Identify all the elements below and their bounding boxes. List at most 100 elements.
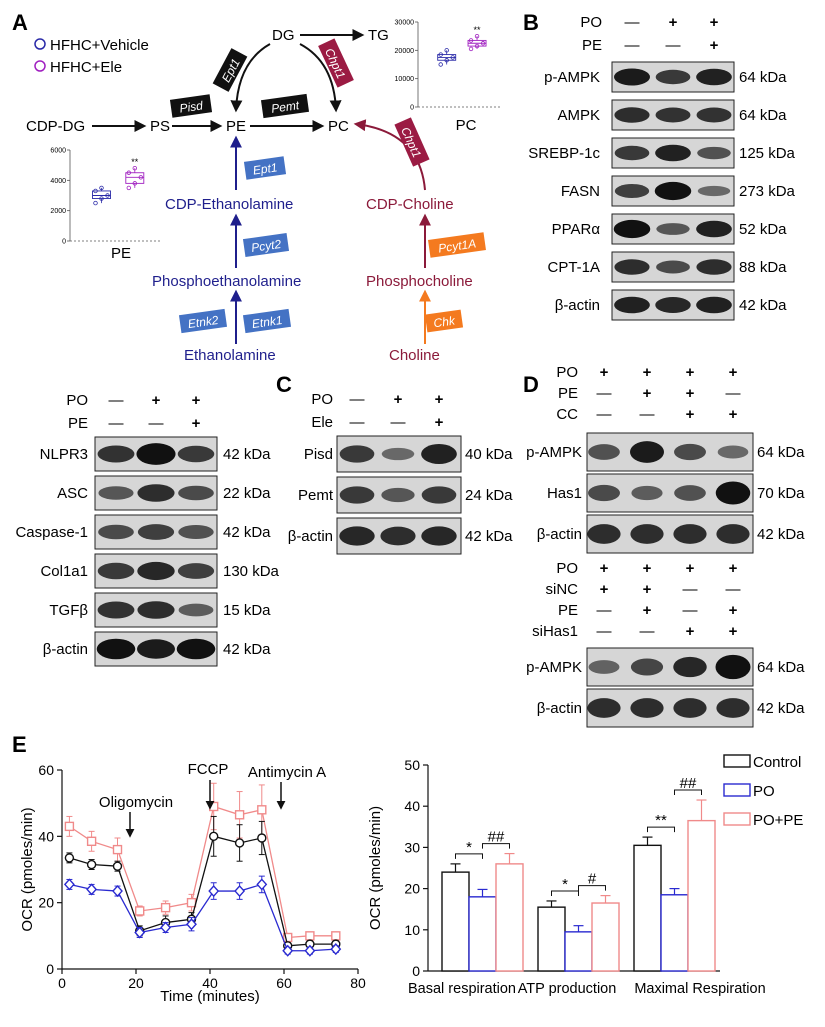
line-y-axis-label: OCR (pmoles/min) [19, 807, 36, 931]
mini-tick-label: 2000 [50, 208, 66, 215]
blot-band [696, 296, 732, 314]
blot-kda: 42 kDa [223, 524, 271, 541]
blot-band [655, 296, 691, 314]
blot-band [176, 638, 216, 660]
line-y-tick-label: 20 [38, 895, 54, 911]
condition-sign: — [149, 415, 164, 432]
blot-band [696, 220, 732, 238]
significance-bracket [578, 885, 606, 891]
condition-sign: + [643, 364, 652, 381]
bar [468, 896, 497, 972]
node-pc: PC [328, 118, 349, 135]
blot-band [136, 443, 176, 465]
enzyme-pemt: Pemt [260, 93, 310, 119]
bar-legend-swatch [723, 783, 751, 797]
condition-sign: + [686, 623, 695, 640]
line-y-tick-label: 40 [38, 828, 54, 844]
mini-tick-label: 0 [62, 239, 66, 246]
mini-point [468, 46, 474, 52]
condition-sign: — [640, 623, 655, 640]
blot-band [137, 601, 175, 619]
blot-band [630, 441, 664, 463]
legend-marker-ele [34, 60, 46, 72]
line-point [282, 944, 294, 957]
blot-band [696, 68, 732, 86]
blot-band [178, 485, 214, 501]
bar-category-label: Maximal Respiration [634, 981, 765, 997]
svg-text:Pcyt1A: Pcyt1A [437, 236, 477, 255]
bar [564, 931, 593, 972]
mini-point [132, 165, 137, 171]
line-point [160, 902, 171, 913]
blot-band [380, 526, 416, 546]
panel-c: C PO — + + Ele — — + Pisd 40 kDa Pemt 24 kDa β-actin 4… [276, 372, 513, 555]
condition-label: PO [66, 392, 88, 409]
blot-band [715, 481, 751, 505]
blot-band [614, 184, 650, 198]
bar [441, 871, 470, 972]
mini-point [444, 58, 449, 63]
enzyme-pisd: Pisd [169, 94, 213, 118]
panel-label-a: A [12, 10, 28, 35]
bar-legend-label: PO+PE [753, 812, 803, 829]
blot-band [715, 654, 751, 680]
blot-label: AMPK [557, 107, 600, 124]
line-point [160, 921, 172, 934]
blot-band [631, 485, 663, 501]
significance-mark: ** [655, 812, 667, 829]
blot-band [697, 146, 731, 160]
pe-boxplot: 6000 4000 2000 0 ** PE [50, 148, 160, 262]
bar-legend-label: Control [753, 754, 801, 771]
enzyme-chpt1-right: Chpt1 [394, 117, 430, 167]
panel-a: A HFHC+Vehicle HFHC+Ele DG TG CDP-DG PS … [12, 10, 500, 364]
line-y-tick-label: 60 [38, 762, 54, 778]
bar-y-axis-label: OCR (pmoles/min) [367, 806, 384, 930]
blot-band [630, 658, 664, 676]
mini-plot-label: PC [456, 117, 477, 134]
blot-band [588, 660, 620, 674]
enzyme-ept1-top: Ept1 [212, 48, 248, 92]
node-ethanolamine: Ethanolamine [184, 347, 276, 364]
condition-sign: + [643, 581, 652, 598]
mini-tick-label: 4000 [50, 178, 66, 185]
line-x-tick-label: 20 [128, 975, 144, 991]
blot-label: β-actin [288, 528, 333, 545]
bar-legend-swatch [723, 812, 751, 826]
blot-label: β-actin [537, 700, 582, 717]
blot-band [630, 524, 664, 544]
node-choline: Choline [389, 347, 440, 364]
blot-band [339, 486, 375, 504]
blot-label: Pemt [298, 487, 334, 504]
significance-mark: ## [680, 775, 697, 792]
line-point [112, 885, 123, 898]
blot-kda: 70 kDa [757, 485, 805, 502]
blot-band [137, 524, 175, 540]
blot-band [674, 485, 706, 501]
condition-sign: + [710, 37, 719, 54]
node-cdp-dg: CDP-DG [26, 118, 85, 135]
significance-bracket [551, 890, 579, 896]
condition-sign: — [683, 581, 698, 598]
blot-band [97, 445, 135, 463]
blot-band [716, 524, 750, 544]
bar [537, 906, 566, 972]
node-ps: PS [150, 118, 170, 135]
line-point [208, 831, 219, 842]
condition-sign: + [710, 14, 719, 31]
blot-band [137, 561, 175, 581]
svg-text:Etnk2: Etnk2 [187, 313, 220, 331]
condition-sign: — [625, 14, 640, 31]
line-series [69, 883, 336, 952]
node-phosphocholine: Phosphocholine [366, 273, 473, 290]
enzyme-chk: Chk [424, 309, 464, 333]
mini-tick-label: 10000 [395, 76, 415, 83]
blot-band [696, 259, 732, 275]
mini-box [92, 190, 111, 199]
condition-sign: — [666, 37, 681, 54]
ocr-line-chart: 0 20 40 60 0 20 40 60 80 Time (minutes) OCR (pmole… [19, 761, 366, 1005]
line-x-tick-label: 80 [350, 975, 366, 991]
blot-band [716, 698, 750, 718]
blot-band [654, 181, 692, 201]
blot-label: β-actin [537, 526, 582, 543]
condition-sign: + [600, 581, 609, 598]
